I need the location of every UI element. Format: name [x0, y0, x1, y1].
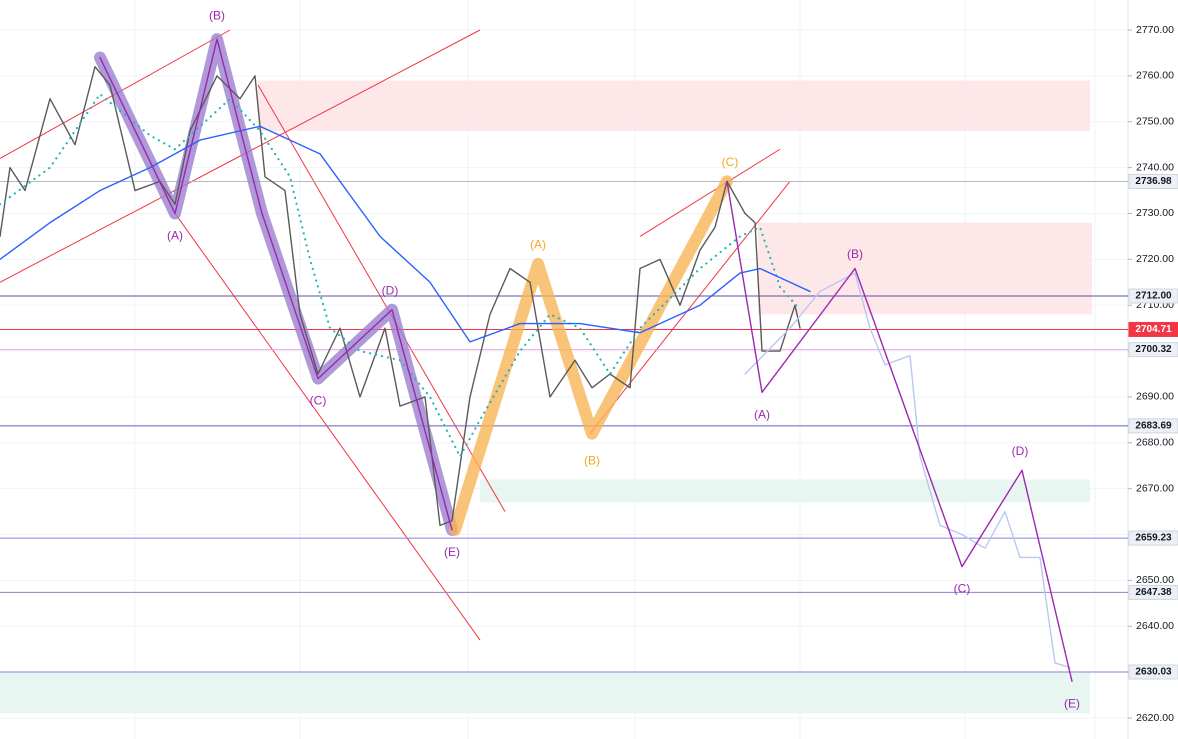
level-label-box [1128, 584, 1178, 600]
wave-label: (E) [1064, 696, 1080, 710]
wave-label: (A) [167, 229, 183, 243]
level-label: 2704.71 [1135, 324, 1172, 335]
y-tick-label: 2740.00 [1136, 161, 1174, 173]
level-label: 2630.03 [1135, 667, 1172, 678]
y-tick-label: 2680.00 [1136, 437, 1174, 449]
zone [758, 222, 1092, 315]
wave-label: (B) [847, 247, 863, 261]
level-label: 2700.32 [1135, 344, 1172, 355]
wave-label: (D) [382, 284, 399, 298]
wave-label: (B) [584, 453, 600, 467]
price-line [0, 65, 801, 527]
y-tick-label: 2690.00 [1136, 391, 1174, 403]
wave-label: (A) [530, 238, 546, 252]
trend-line [639, 148, 781, 237]
y-tick-label: 2760.00 [1136, 70, 1174, 82]
y-tick-label: 2640.00 [1136, 620, 1174, 632]
y-tick-label: 2730.00 [1136, 207, 1174, 219]
level-label: 2712.00 [1135, 291, 1172, 302]
level-label: 2683.69 [1135, 421, 1172, 432]
wave-label: (A) [754, 407, 770, 421]
wave-label: (D) [1012, 444, 1029, 458]
price-line [726, 180, 1073, 683]
y-tick-label: 2750.00 [1136, 116, 1174, 128]
level-label-box [1128, 288, 1178, 304]
y-tick-label: 2650.00 [1136, 574, 1174, 586]
level-label: 2659.23 [1135, 533, 1172, 544]
zone [480, 479, 1090, 503]
trend-line [174, 213, 481, 641]
y-tick-label: 2720.00 [1136, 253, 1174, 265]
zone [258, 80, 1090, 131]
level-label: 2736.98 [1135, 176, 1172, 187]
price-line [99, 38, 453, 531]
wave-label: (C) [954, 582, 971, 596]
level-label-box [1128, 664, 1178, 680]
level-label-box [1128, 342, 1178, 358]
y-tick-label: 2620.00 [1136, 712, 1174, 724]
wave-label: (B) [209, 8, 225, 22]
level-label-box [1128, 418, 1178, 434]
wave-label: (C) [310, 394, 327, 408]
y-tick-label: 2770.00 [1136, 24, 1174, 36]
level-label-box [1128, 173, 1178, 189]
level-label: 2647.38 [1135, 587, 1172, 598]
trend-line [0, 29, 481, 283]
moving-average-dots [0, 93, 802, 458]
price-line [744, 272, 1071, 669]
y-tick-label: 2670.00 [1136, 482, 1174, 494]
price-line [0, 125, 811, 343]
zone [0, 672, 1090, 714]
wave-label: (E) [444, 545, 460, 559]
level-label-box [1128, 530, 1178, 546]
wave-label: (C) [722, 155, 739, 169]
trend-line [589, 181, 791, 434]
wave-highlight [449, 175, 733, 536]
level-label-box [1128, 321, 1178, 337]
